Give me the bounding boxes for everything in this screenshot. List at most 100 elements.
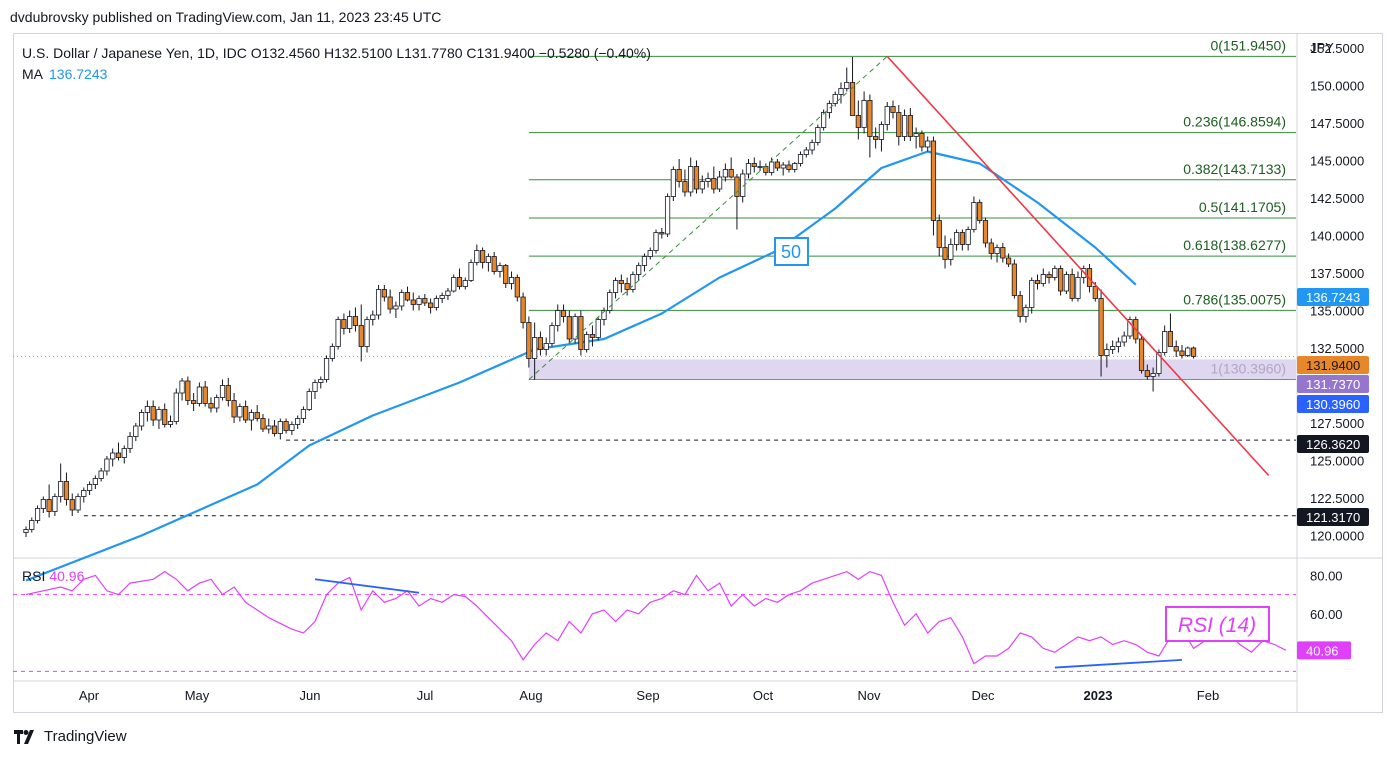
candle-down <box>728 169 734 178</box>
published-caption: dvdubrovsky published on TradingView.com… <box>10 9 442 25</box>
candle-up <box>1029 280 1035 308</box>
candle-up <box>312 382 318 392</box>
price-tick-label: 120.0000 <box>1310 529 1364 544</box>
candle-up <box>595 319 601 338</box>
candle-up <box>1104 349 1110 356</box>
candle-down <box>988 242 994 254</box>
candle-up <box>375 289 382 316</box>
candle-up <box>815 127 821 143</box>
candle-down <box>410 299 416 305</box>
candle-down <box>849 82 856 116</box>
time-tick-label: Oct <box>753 688 774 703</box>
candle-down <box>491 256 497 272</box>
price-tick-label: 122.5000 <box>1310 491 1364 506</box>
price-tags: 131.9400 136.7243 131.7370 130.3960 126.3620… <box>1297 288 1369 526</box>
rsi-legend-value: 40.96 <box>49 568 85 584</box>
rsi-value-tag-label: 40.96 <box>1306 643 1339 658</box>
candle-down <box>1058 268 1064 292</box>
candle-up <box>688 166 694 193</box>
candle-up <box>445 290 451 296</box>
symbol-legend: U.S. Dollar / Japanese Yen, 1D, IDC O132… <box>22 45 651 61</box>
trendlines[interactable] <box>528 55 1270 477</box>
candle-down <box>1138 338 1145 371</box>
candle-down <box>751 163 757 167</box>
tradingview-logo[interactable]: TradingView <box>14 728 127 745</box>
fib-level-label: 0.618(138.6277) <box>1183 237 1286 253</box>
candle-up <box>994 247 1000 254</box>
price-tag <box>1297 288 1369 306</box>
candle-down <box>341 319 347 329</box>
candle-down <box>480 250 486 263</box>
candle-down <box>46 499 52 512</box>
candle-up <box>1150 373 1156 377</box>
candle-up <box>792 163 798 170</box>
time-axis[interactable]: Apr May Jun Jul Aug Sep Oct Nov Dec 2023 Feb <box>79 688 1219 703</box>
price-tag-label: 130.3960 <box>1306 397 1360 412</box>
price-axis[interactable]: 152.5000 150.0000 147.5000 145.0000 142.5000… <box>1310 41 1364 544</box>
candle-up <box>393 305 399 310</box>
candle-down <box>537 337 544 350</box>
price-tick-label: 152.5000 <box>1310 41 1364 56</box>
ma-badge: 50 <box>774 237 809 266</box>
candle-down <box>191 400 197 404</box>
candle-up <box>705 178 711 182</box>
candle-up <box>306 391 312 410</box>
candle-up <box>601 310 607 320</box>
price-tick-label: 140.0000 <box>1310 229 1364 244</box>
ma-legend-value: 136.7243 <box>49 66 108 82</box>
candle-up <box>40 499 46 509</box>
horizontal-levels[interactable] <box>13 355 1296 517</box>
candle-up <box>878 124 885 140</box>
candle-up <box>699 181 705 190</box>
price-tag-label: 131.9400 <box>1306 358 1360 373</box>
ma-legend-label: MA <box>22 66 43 82</box>
candle-up <box>948 244 954 260</box>
candle-up <box>612 280 619 293</box>
candle-up <box>318 379 324 383</box>
candle-up <box>439 295 445 299</box>
candle-down <box>1092 286 1098 299</box>
candle-down <box>283 421 289 431</box>
candle-up <box>884 106 890 125</box>
candle-down <box>624 283 630 290</box>
candle-up <box>179 380 185 394</box>
candle-down <box>1167 331 1174 347</box>
candle-up <box>1075 277 1081 299</box>
candle-up <box>722 169 728 178</box>
candle-down <box>867 100 873 137</box>
price-tick-label: 145.0000 <box>1310 154 1364 169</box>
candle-up <box>745 163 752 175</box>
price-tick-label: 125.0000 <box>1310 454 1364 469</box>
rsi-pane: 80.00 60.00 40.96 <box>13 568 1351 672</box>
candles <box>23 57 1197 537</box>
candle-down <box>855 115 861 128</box>
candle-up <box>364 319 370 347</box>
candle-up <box>532 337 538 359</box>
rsi-line <box>25 570 1287 665</box>
candle-down <box>69 499 75 511</box>
candle-down <box>427 302 434 308</box>
candle-down <box>387 296 393 310</box>
candle-up <box>485 256 492 263</box>
moving-average <box>25 150 1137 582</box>
candle-down <box>566 316 572 340</box>
candle-up <box>803 149 809 155</box>
candle-up <box>237 406 243 418</box>
candle-up <box>1023 307 1029 317</box>
fibonacci-retracement[interactable]: 0(151.9450) 0.236(146.8594) 0.382(143.7133… <box>528 37 1296 381</box>
candle-up <box>953 232 960 245</box>
rsi-tick-label: 80.00 <box>1310 568 1343 583</box>
candle-down <box>503 265 509 284</box>
candle-up <box>861 100 867 128</box>
time-tick-label: Aug <box>519 688 542 703</box>
candle-up <box>543 343 549 350</box>
candle-up <box>757 166 763 168</box>
candle-up <box>780 164 786 169</box>
candle-up <box>289 424 295 431</box>
candle-up <box>121 448 127 458</box>
ma50-line <box>25 150 1137 582</box>
candle-up <box>433 298 439 308</box>
candle-up <box>58 481 64 497</box>
candle-up <box>717 176 723 190</box>
